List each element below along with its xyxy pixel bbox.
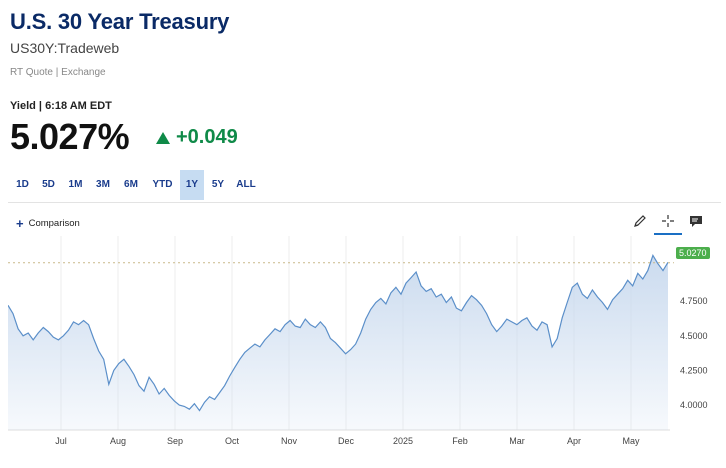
- x-tick-label: 2025: [393, 436, 413, 446]
- range-1d[interactable]: 1D: [16, 179, 29, 190]
- series-area: [8, 255, 668, 430]
- x-tick-label: May: [622, 436, 640, 446]
- comparison-button[interactable]: + Comparison: [16, 216, 80, 231]
- yield-chart: Jul Aug Sep Oct Nov Dec 2025 Feb Mar Apr May 4.0000…: [8, 236, 708, 446]
- symbol-label: US30Y:Tradeweb: [10, 40, 120, 56]
- range-3m[interactable]: 3M: [96, 179, 110, 190]
- last-value-badge: 5.0270: [676, 247, 710, 259]
- rt-quote-label: RT Quote | Exchange: [10, 67, 106, 78]
- x-tick-label: Apr: [567, 436, 581, 446]
- y-tick-label: 4.5000: [680, 331, 708, 341]
- yield-timestamp: Yield | 6:18 AM EDT: [10, 100, 112, 112]
- range-all[interactable]: ALL: [236, 179, 256, 190]
- x-tick-label: Sep: [167, 436, 183, 446]
- y-tick-label: 4.0000: [680, 400, 708, 410]
- yield-value: 5.027%: [10, 116, 130, 157]
- crosshair-icon[interactable]: [654, 209, 682, 235]
- pencil-icon[interactable]: [626, 209, 654, 233]
- x-tick-label: Aug: [110, 436, 126, 446]
- range-6m[interactable]: 6M: [124, 179, 138, 190]
- up-arrow-icon: [156, 131, 170, 144]
- page-title: U.S. 30 Year Treasury: [10, 9, 230, 34]
- range-5y[interactable]: 5Y: [211, 179, 225, 190]
- range-1m[interactable]: 1M: [68, 179, 83, 190]
- x-tick-label: Nov: [281, 436, 298, 446]
- x-tick-label: Jul: [55, 436, 67, 446]
- range-1y[interactable]: 1Y: [180, 170, 204, 200]
- divider: [8, 202, 721, 203]
- x-tick-label: Feb: [452, 436, 468, 446]
- x-tick-label: Oct: [225, 436, 240, 446]
- plus-icon: +: [16, 216, 24, 231]
- x-tick-label: Mar: [509, 436, 525, 446]
- range-selector: 1D 5D 1M 3M 6M YTD 1Y 5Y ALL: [10, 170, 260, 200]
- range-5d[interactable]: 5D: [42, 179, 55, 190]
- yield-change: +0.049: [156, 126, 238, 149]
- change-value: +0.049: [176, 126, 238, 148]
- comparison-label: Comparison: [28, 218, 80, 229]
- chart-tools: [626, 209, 710, 235]
- x-tick-label: Dec: [338, 436, 355, 446]
- range-ytd[interactable]: YTD: [152, 179, 173, 190]
- y-tick-label: 4.7500: [680, 296, 708, 306]
- y-tick-label: 4.2500: [680, 365, 708, 375]
- series-line: [8, 253, 669, 412]
- chat-icon[interactable]: [682, 209, 710, 233]
